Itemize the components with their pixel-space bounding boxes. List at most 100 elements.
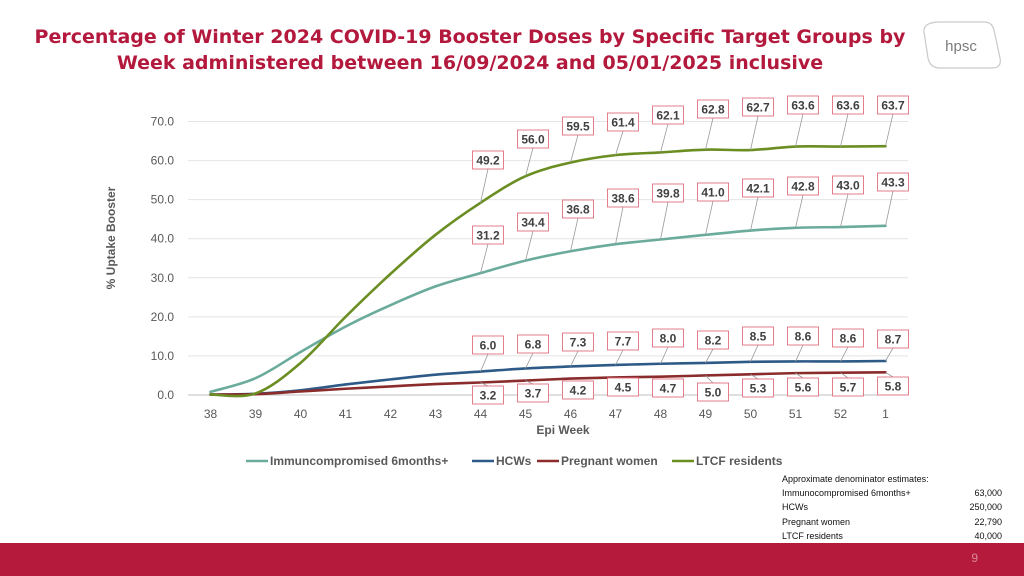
- chart-title-line-2: Week administered between 16/09/2024 and…: [116, 52, 824, 74]
- data-label-box: [472, 150, 504, 170]
- data-label-box: [742, 326, 774, 346]
- data-label-box: [472, 385, 504, 405]
- data-label: 39.8: [656, 187, 680, 201]
- leader-line: [750, 344, 759, 362]
- data-label: 5.3: [750, 382, 767, 396]
- legend-label-3: LTCF residents: [696, 454, 783, 468]
- leader-line: [480, 382, 489, 387]
- data-label-box: [517, 334, 549, 354]
- data-label-box: [472, 225, 504, 245]
- leader-line: [480, 243, 489, 274]
- denominator-label: Pregnant women: [782, 516, 851, 527]
- data-label-box: [517, 383, 549, 403]
- x-tick-label: 51: [789, 407, 803, 421]
- leader-line: [615, 349, 624, 366]
- denominator-label: Immunocompromised 6months+: [782, 488, 911, 499]
- leader-line: [750, 115, 759, 151]
- data-label-box: [832, 377, 864, 397]
- data-label: 34.4: [521, 216, 545, 230]
- data-label: 63.7: [881, 99, 905, 113]
- series-lines: [209, 144, 887, 398]
- denominator-row-pregnant: Pregnant women 22,790: [782, 515, 1002, 529]
- data-label: 43.3: [881, 176, 905, 190]
- data-label: 8.0: [660, 332, 677, 346]
- data-label-box: [562, 332, 594, 352]
- series-line-2: [209, 371, 887, 396]
- data-label: 3.2: [480, 389, 497, 403]
- data-label-box: [877, 172, 909, 192]
- data-label-box: [652, 183, 684, 203]
- data-label: 8.2: [705, 334, 722, 348]
- data-label: 8.6: [840, 332, 857, 346]
- denominator-label: LTCF residents: [782, 530, 843, 541]
- y-tick-label: 0.0: [157, 388, 174, 402]
- denominator-value: 40,000: [974, 530, 1002, 541]
- x-tick-label: 38: [204, 407, 218, 421]
- data-label: 62.7: [746, 101, 770, 115]
- leader-line: [885, 113, 894, 147]
- data-label-box: [697, 382, 729, 402]
- denominator-row-ltcf: LTCF residents 40,000: [782, 529, 1002, 543]
- denominator-heading: Approximate denominator estimates:: [782, 474, 929, 484]
- leader-line: [840, 193, 849, 228]
- data-label: 4.2: [570, 384, 587, 398]
- data-label: 6.0: [480, 339, 497, 353]
- x-axis-ticks: 38 39 40 41 42 43 44 45 46 47 48 49 50 51 52 1: [204, 407, 889, 421]
- x-tick-label: 40: [294, 407, 308, 421]
- leader-line: [840, 346, 849, 362]
- data-label-box: [742, 97, 774, 117]
- y-tick-label: 10.0: [151, 349, 175, 363]
- data-label-box: [787, 176, 819, 196]
- data-label: 56.0: [521, 133, 545, 147]
- leader-line: [750, 373, 759, 380]
- denominator-estimates: Approximate denominator estimates: Immun…: [782, 472, 1002, 543]
- leader-line: [795, 113, 804, 147]
- x-tick-label: 42: [384, 407, 398, 421]
- data-label: 3.7: [525, 387, 542, 401]
- data-label-box: [877, 376, 909, 396]
- leader-line: [795, 194, 804, 228]
- leader-line: [525, 380, 534, 385]
- data-label-box: [607, 331, 639, 351]
- y-tick-label: 30.0: [151, 271, 175, 285]
- x-tick-label: 50: [744, 407, 758, 421]
- leader-line: [660, 346, 669, 364]
- data-label: 42.8: [791, 180, 815, 194]
- data-label: 4.5: [615, 381, 632, 395]
- line-chart: 0.0 10.0 20.0 30.0 40.0 50.0 60.0 70.0 38 39 40 41…: [104, 95, 909, 468]
- leader-line: [570, 134, 579, 163]
- y-tick-label: 20.0: [151, 310, 175, 324]
- x-tick-label: 46: [564, 407, 578, 421]
- leader-line: [795, 344, 804, 362]
- data-label-box: [652, 105, 684, 125]
- data-label-box: [562, 380, 594, 400]
- leader-line: [480, 168, 489, 203]
- data-label: 7.7: [615, 335, 632, 349]
- data-label-box: [517, 212, 549, 232]
- data-label: 6.8: [525, 338, 542, 352]
- y-tick-label: 50.0: [151, 193, 175, 207]
- data-label: 42.1: [746, 182, 770, 196]
- leader-line: [885, 372, 894, 378]
- data-label-box: [607, 377, 639, 397]
- data-label: 38.6: [611, 192, 635, 206]
- data-label-box: [742, 378, 774, 398]
- y-axis-ticks: 0.0 10.0 20.0 30.0 40.0 50.0 60.0 70.0: [151, 115, 175, 402]
- y-axis-label: % Uptake Booster: [104, 186, 118, 289]
- y-tick-label: 70.0: [151, 115, 175, 129]
- series-line-3: [209, 144, 887, 398]
- data-label: 49.2: [476, 154, 500, 168]
- data-label: 7.3: [570, 336, 587, 350]
- data-labels: 49.2 56.0 59.5 61.4 62.1 62.8 62.7 63.6 63.6 63.7…: [472, 95, 909, 405]
- data-label: 4.7: [660, 382, 677, 396]
- data-label-box: [832, 95, 864, 115]
- x-tick-label: 49: [699, 407, 713, 421]
- leader-line: [885, 190, 894, 226]
- data-label-box: [832, 175, 864, 195]
- x-axis-label: Epi Week: [536, 423, 589, 437]
- series-line-1: [209, 359, 887, 396]
- hpsc-logo-shape: [923, 21, 1001, 69]
- leader-line: [885, 347, 894, 362]
- chart-title-line-1: Percentage of Winter 2024 COVID-19 Boost…: [34, 26, 906, 48]
- data-label-box: [787, 95, 819, 115]
